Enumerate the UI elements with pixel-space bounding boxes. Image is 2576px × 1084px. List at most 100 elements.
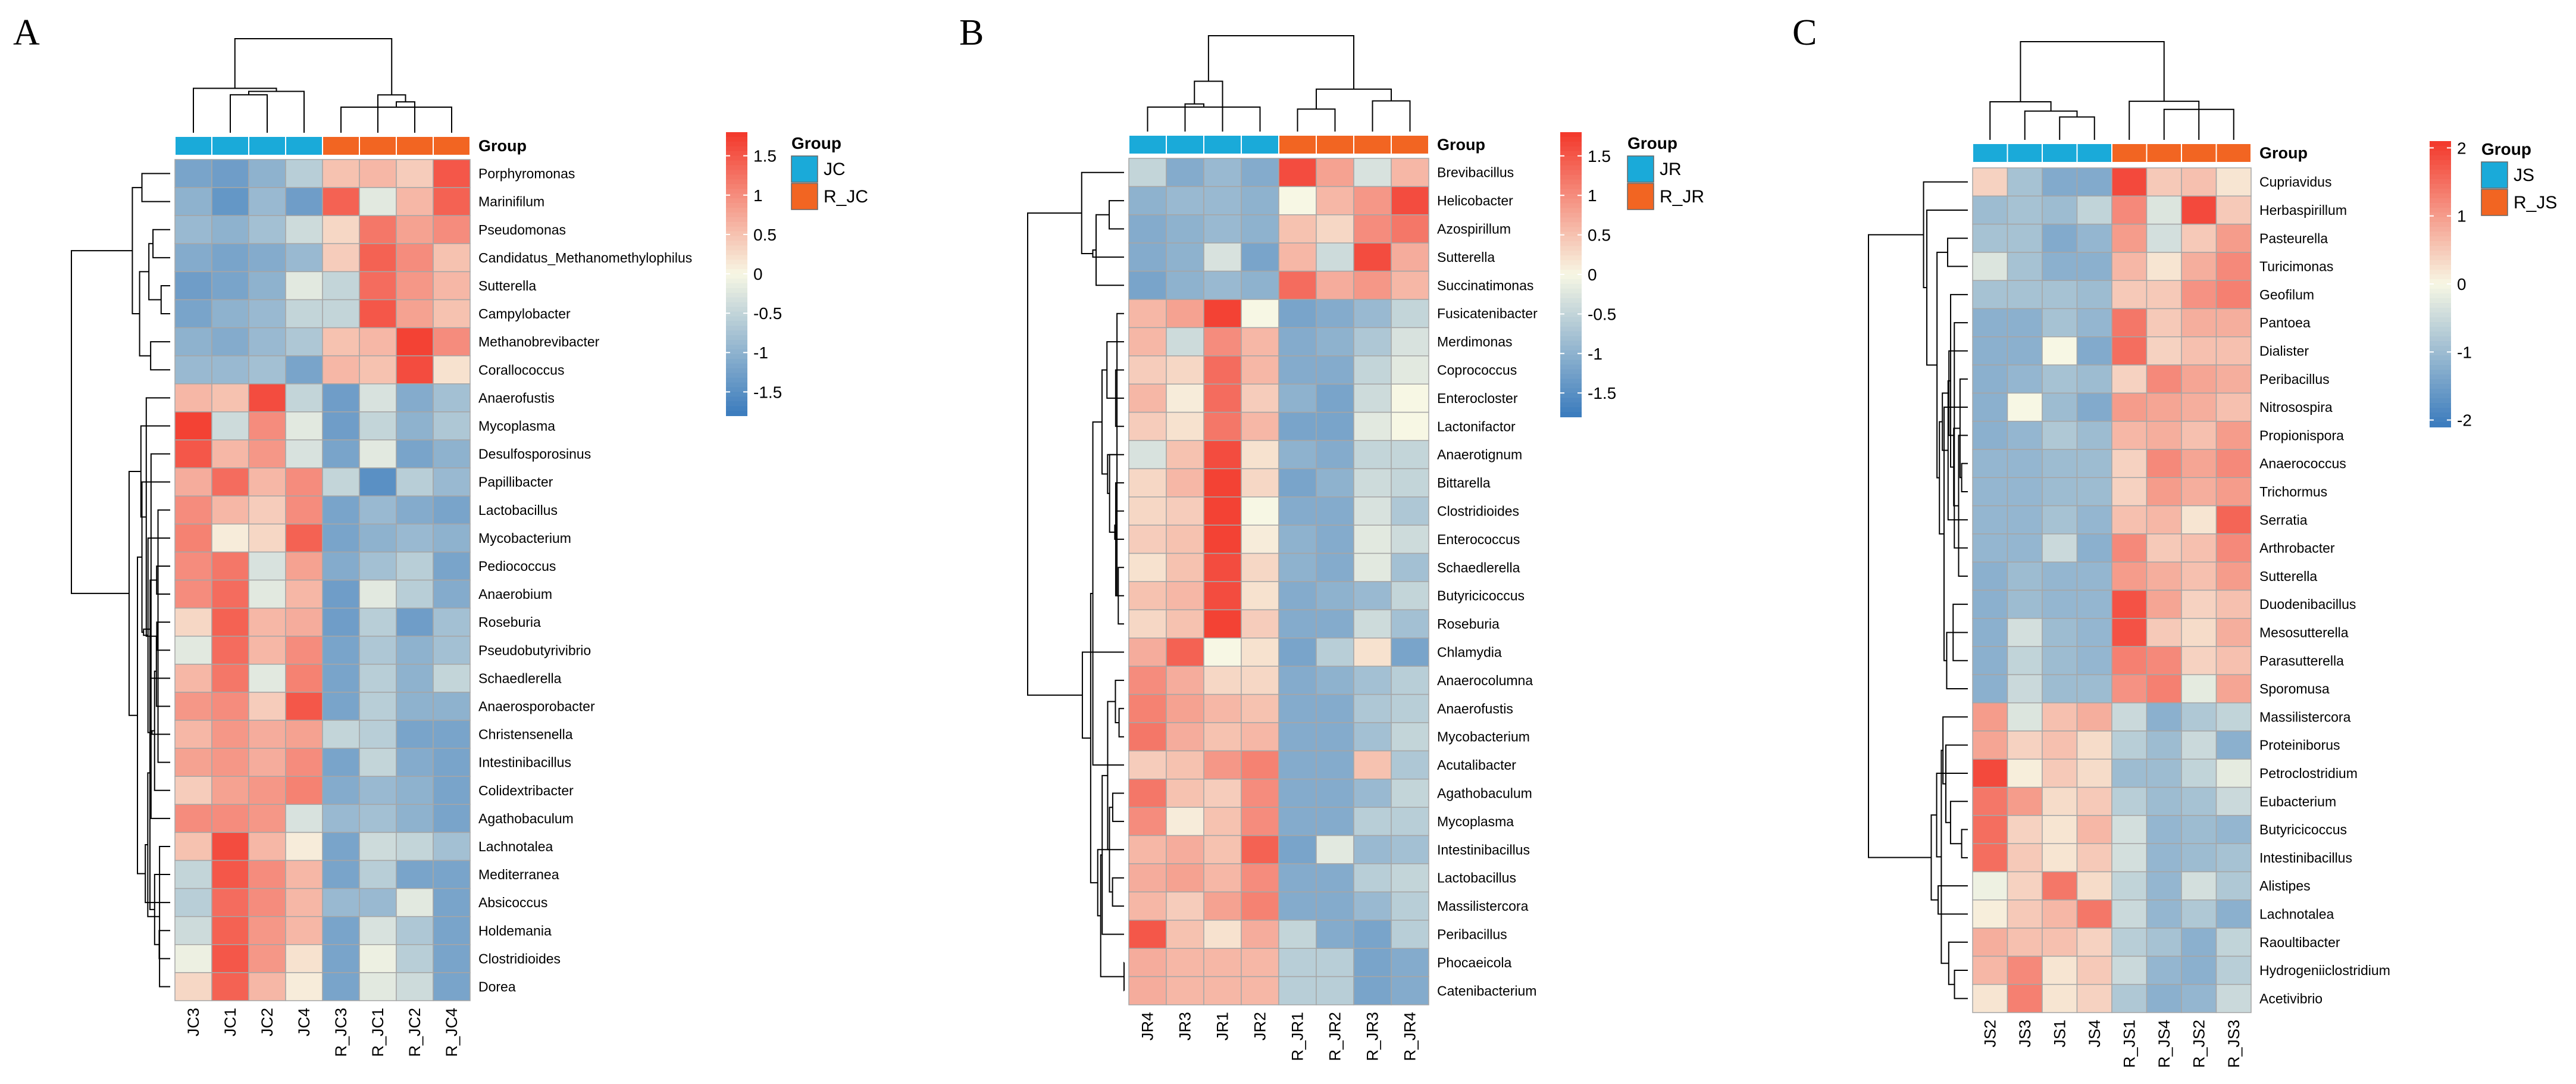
heatmap-cell: [1241, 609, 1279, 639]
heatmap-cell: [1972, 927, 2008, 957]
heatmap-cell: [433, 495, 471, 525]
colorbar-segment: [2430, 232, 2451, 237]
colorbar-segment: [2430, 317, 2451, 323]
heatmap-cell: [2146, 815, 2182, 844]
heatmap-cell: [1128, 468, 1167, 498]
heatmap-cell: [174, 664, 212, 693]
heatmap-cell: [1316, 750, 1354, 780]
heatmap-cell: [1203, 693, 1242, 723]
heatmap-cell: [433, 776, 471, 805]
colorbar-segment: [2430, 379, 2451, 385]
heatmap-cell: [2042, 252, 2078, 281]
heatmap-cell: [322, 692, 360, 721]
colorbar-segment: [1560, 360, 1582, 366]
heatmap-cell: [2215, 195, 2252, 225]
row-dendrogram-branch: [1953, 427, 1960, 507]
heatmap-cell: [174, 692, 212, 721]
heatmap-cell: [1241, 158, 1279, 188]
heatmap-cell: [359, 888, 397, 917]
row-label: Holdemania: [478, 923, 552, 938]
heatmap-cell: [1278, 383, 1317, 413]
heatmap-cell: [1316, 552, 1354, 582]
colorbar-segment: [1560, 193, 1582, 199]
heatmap-cell: [2042, 983, 2078, 1013]
row-label: Anaerofustis: [1437, 701, 1513, 716]
heatmap-cell: [1241, 779, 1279, 808]
heatmap-cell: [396, 299, 434, 329]
heatmap-cell: [1353, 779, 1392, 808]
row-label: Christensenella: [478, 727, 573, 742]
heatmap-cell: [211, 916, 249, 945]
row-label: Propionispora: [2259, 427, 2344, 443]
heatmap-cell: [1278, 750, 1317, 780]
row-dendrogram-branch: [1947, 380, 1968, 521]
colorbar-segment: [1560, 241, 1582, 247]
heatmap-cell: [1353, 722, 1392, 752]
heatmap-cell: [1391, 948, 1429, 977]
heatmap-cell: [359, 579, 397, 609]
colorbar-segment: [1560, 232, 1582, 238]
colorbar-segment: [2430, 151, 2451, 156]
group-annotation-cell: [248, 136, 286, 156]
heatmap-cell: [1278, 948, 1317, 977]
colorbar-segment: [726, 278, 747, 284]
heatmap-cell: [322, 215, 360, 245]
column-label: JR4: [1139, 1012, 1157, 1041]
heatmap-cell: [1972, 364, 2008, 394]
colorbar-segment: [726, 363, 747, 369]
row-dendrogram-branch: [1947, 238, 1968, 267]
heatmap-cell: [174, 439, 212, 468]
heatmap-cell: [433, 944, 471, 973]
colorbar-segment: [726, 212, 747, 218]
heatmap-cell: [1241, 976, 1279, 1005]
colorbar-segment: [2430, 408, 2451, 413]
colorbar-segment: [726, 283, 747, 289]
heatmap-cell: [1166, 440, 1204, 470]
heatmap-cell: [359, 916, 397, 945]
colorbar-segment: [726, 411, 747, 416]
colorbar-segment: [1560, 364, 1582, 370]
heatmap-cell: [2111, 420, 2148, 450]
row-label: Succinatimonas: [1437, 277, 1533, 293]
row-label: Peribacillus: [1437, 927, 1507, 942]
colorbar-segment: [1560, 340, 1582, 346]
row-label: Helicobacter: [1437, 193, 1513, 208]
heatmap-cell: [2007, 955, 2043, 985]
heatmap-cell: [1278, 327, 1317, 357]
heatmap-cell: [285, 187, 323, 216]
row-dendrogram-branch: [145, 844, 170, 904]
colorbar-segment: [1560, 298, 1582, 304]
heatmap-cell: [1353, 524, 1392, 554]
row-label: Hydrogeniiclostridium: [2259, 963, 2390, 978]
row-label: Eubacterium: [2259, 794, 2336, 809]
row-label: Agathobaculum: [1437, 786, 1532, 801]
heatmap-cell: [2146, 871, 2182, 901]
colorbar-segment: [2430, 389, 2451, 394]
heatmap-cell: [433, 215, 471, 245]
column-label: R_JS3: [2225, 1020, 2243, 1068]
heatmap-cell: [2111, 280, 2148, 310]
column-label: JR3: [1176, 1012, 1194, 1041]
column-dendrogram-branch: [2020, 41, 2165, 102]
heatmap-cell: [1316, 383, 1354, 413]
heatmap-cell: [322, 355, 360, 385]
heatmap-cell: [1972, 392, 2008, 422]
heatmap-cell: [2076, 786, 2112, 816]
heatmap-cell: [359, 860, 397, 889]
column-dendrogram-branch: [1184, 103, 1204, 132]
heatmap-cell: [2042, 308, 2078, 338]
heatmap-cell: [1128, 750, 1167, 780]
heatmap-cell: [211, 888, 249, 917]
heatmap-cell: [2215, 252, 2252, 281]
heatmap-cell: [285, 944, 323, 973]
heatmap-cell: [2042, 843, 2078, 873]
heatmap-cell: [2111, 561, 2148, 591]
heatmap-cell: [2146, 195, 2182, 225]
column-label: R_JS2: [2190, 1020, 2208, 1068]
colorbar-segment: [726, 165, 747, 171]
heatmap-cell: [1316, 186, 1354, 215]
heatmap-cell: [1391, 638, 1429, 667]
colorbar-segment: [726, 321, 747, 327]
colorbar-segment: [2430, 403, 2451, 408]
heatmap-cell: [1203, 468, 1242, 498]
